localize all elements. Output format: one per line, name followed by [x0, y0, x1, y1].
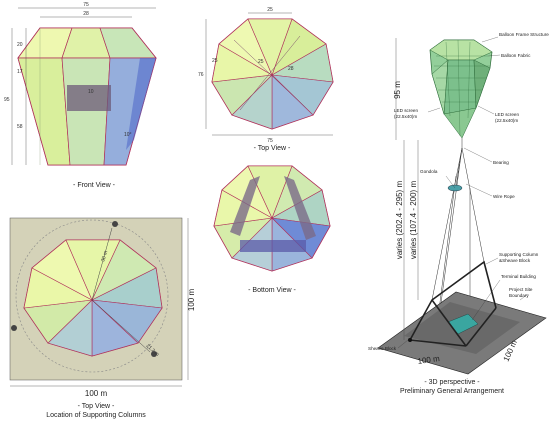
top-view-caption: - Top View -: [254, 145, 291, 152]
top-dim-left: 76: [198, 72, 204, 78]
label-led-right-1: LED screen: [495, 112, 519, 117]
perspective-dims: [395, 38, 419, 340]
top-view-shape: [211, 18, 334, 130]
top-dim-bottom: 75: [267, 138, 273, 144]
site-balloon-shape: [23, 239, 163, 357]
site-view-caption-1: - Top View -: [78, 403, 115, 410]
site-offset-line: [91, 299, 151, 353]
perspective-caption-2: Preliminary General Arrangement: [400, 388, 504, 395]
perspective-balloon: [429, 39, 493, 139]
site-view-caption-2: Location of Supporting Columns: [46, 412, 146, 419]
persp-base-width: 100 m: [417, 354, 441, 366]
top-view: 25 76 25 25 28 75 - Top View -: [198, 7, 334, 152]
label-led-right-2: (22.5x40)m: [495, 118, 518, 123]
persp-height-balloon: 95 m: [393, 81, 402, 99]
perspective-base: [377, 260, 547, 375]
label-boundary-2: Boundary: [509, 293, 529, 298]
top-dim-inner-a: 25: [258, 59, 264, 65]
site-support-circle: [15, 219, 169, 373]
site-radius-line: [91, 227, 113, 301]
front-dim-h3: 58: [17, 124, 23, 130]
label-sheave: Sheave Block: [368, 346, 397, 351]
top-dim-inner-b: 28: [288, 66, 294, 72]
label-led-left-1: LED screen: [394, 108, 418, 113]
label-balloon-frame: Balloon Frame Structure: [499, 32, 549, 37]
front-dim-h2: 17: [17, 69, 23, 75]
bottom-view: - Bottom View -: [213, 165, 331, 294]
perspective-caption-1: - 3D perspective -: [424, 379, 480, 386]
perspective-leaders: [397, 36, 529, 349]
perspective-view: 95 m varies (202.4 - 295) m varies (107.…: [368, 32, 549, 395]
support-column-marker: [112, 221, 118, 227]
support-column-marker: [11, 325, 17, 331]
support-columns: [409, 260, 497, 347]
front-dim-top-inner: 28: [83, 11, 89, 17]
front-dim-total: 95: [4, 97, 10, 103]
top-view-dimensions: [205, 12, 333, 136]
label-support-column-1: Supporting Column: [499, 252, 539, 257]
front-dim-mid: 10: [88, 89, 94, 95]
front-dim-top-width: 75: [83, 2, 89, 8]
label-balloon-fabric: Balloon Fabric: [501, 53, 531, 58]
label-wire-rope: Wire Rope: [493, 194, 515, 199]
persp-height-varies-outer: varies (202.4 - 295) m: [395, 181, 404, 260]
site-dim-height: 100 m: [187, 289, 196, 312]
label-gondola: Gondola: [420, 169, 438, 174]
front-view-shape: [17, 27, 157, 166]
label-bearing: Bearing: [493, 160, 509, 165]
front-view-caption: - Front View -: [73, 182, 116, 189]
top-dim-side: 25: [212, 58, 218, 64]
bottom-view-caption: - Bottom View -: [248, 287, 296, 294]
label-boundary-1: Project Site: [509, 287, 533, 292]
front-view-dimensions: [11, 7, 156, 165]
sheave-block-marker: [408, 338, 412, 342]
label-terminal: Terminal Building: [501, 274, 536, 279]
site-dim-width: 100 m: [85, 389, 108, 398]
top-dim-top: 25: [267, 7, 273, 13]
persp-height-varies-inner: varies (107.4 - 200) m: [409, 181, 418, 260]
support-column-marker: [151, 351, 157, 357]
front-dim-h1: 20: [17, 42, 23, 48]
site-dim-radius: 30 m: [100, 250, 109, 262]
front-dim-angle: 10°: [124, 132, 132, 138]
label-support-column-2: &Sheave Block: [499, 258, 531, 263]
site-top-view: 30 m 21.2 m 100 m 100 m - Top View - Loc…: [9, 217, 196, 419]
front-view: 75 28 20 17 95 58 10 10° - Front View -: [4, 2, 157, 189]
bottom-view-shape: [213, 165, 331, 272]
label-led-left-2: (22.5x40)m: [394, 114, 417, 119]
